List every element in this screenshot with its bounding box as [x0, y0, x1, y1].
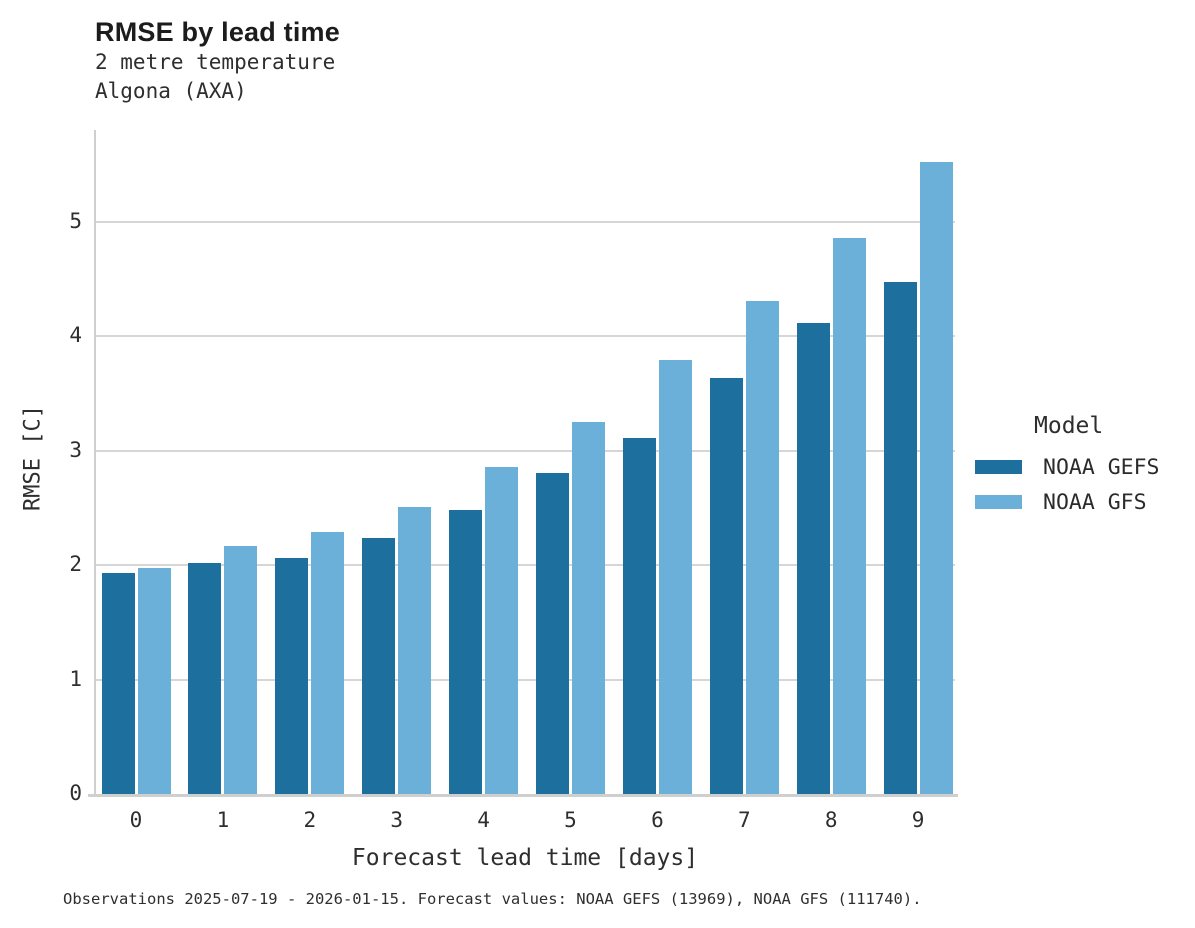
bar-noaa-gfs-6: [658, 360, 692, 794]
bar-noaa-gefs-6: [622, 437, 656, 794]
x-axis-label: Forecast lead time [days]: [351, 845, 699, 871]
x-tick-label-4: 4: [477, 808, 490, 832]
y-tick-label-5: 5: [69, 208, 82, 233]
legend-entry-noaa-gefs: NOAA GEFS: [975, 454, 1160, 480]
bar-noaa-gfs-2: [311, 531, 345, 794]
x-tick-label-0: 0: [129, 808, 143, 832]
bar-noaa-gefs-5: [536, 473, 569, 794]
gridline-y-3: [95, 449, 955, 452]
bar-noaa-gfs-7: [745, 300, 779, 794]
y-axis-spine: [94, 130, 96, 797]
bar-noaa-gefs-1: [188, 562, 222, 794]
x-tick-label-2: 2: [303, 808, 317, 832]
legend-entry-noaa-gfs: NOAA GFS: [975, 489, 1160, 515]
y-tick-label-2: 2: [69, 552, 82, 576]
y-tick-label-1: 1: [69, 666, 82, 691]
x-tick-label-5: 5: [564, 808, 577, 832]
bar-noaa-gfs-8: [832, 237, 866, 794]
y-tick-label-3: 3: [69, 437, 82, 462]
legend: Model NOAA GEFS NOAA GFS: [975, 413, 1160, 526]
bar-noaa-gefs-7: [709, 378, 743, 794]
bar-noaa-gefs-3: [362, 537, 396, 794]
bar-noaa-gfs-3: [398, 506, 432, 794]
gridline-y-1: [95, 678, 955, 681]
bar-noaa-gefs-4: [449, 510, 483, 794]
legend-swatch: [975, 460, 1022, 474]
title-block: RMSE by lead time 2 metre temperature Al…: [95, 16, 340, 105]
bar-noaa-gfs-5: [572, 421, 605, 794]
x-axis-spine: [88, 794, 958, 797]
bar-noaa-gfs-0: [137, 568, 171, 794]
x-tick-label-1: 1: [216, 808, 230, 832]
gridline-y-2: [95, 564, 955, 566]
x-tick-label-7: 7: [737, 808, 751, 832]
gridline-y-4: [95, 335, 955, 337]
bar-noaa-gefs-8: [796, 323, 830, 794]
y-tick-label-0: 0: [69, 781, 82, 805]
chart-subtitle-line-1: 2 metre temperature: [95, 50, 336, 74]
gridline-y-5: [95, 220, 955, 223]
bar-noaa-gfs-4: [485, 466, 519, 794]
chart-title: RMSE by lead time: [95, 17, 340, 47]
x-tick-label-8: 8: [824, 808, 838, 832]
legend-label: NOAA GEFS: [1043, 454, 1160, 480]
chart-subtitle-line-2: Algona (AXA): [95, 78, 247, 103]
bar-noaa-gfs-1: [224, 545, 258, 794]
y-tick-label-4: 4: [69, 323, 82, 347]
bar-noaa-gfs-9: [919, 161, 953, 794]
bar-noaa-gefs-9: [883, 282, 917, 794]
x-tick-label-9: 9: [911, 808, 925, 832]
caption: Observations 2025-07-19 - 2026-01-15. Fo…: [63, 890, 922, 908]
legend-label: NOAA GFS: [1043, 489, 1147, 515]
x-tick-label-3: 3: [390, 808, 404, 832]
legend-title: Model: [1034, 413, 1104, 439]
bar-noaa-gefs-0: [101, 573, 135, 794]
bar-noaa-gefs-2: [275, 558, 309, 794]
legend-entries: NOAA GEFS NOAA GFS: [975, 454, 1160, 515]
legend-swatch: [975, 495, 1022, 509]
x-tick-label-6: 6: [651, 808, 664, 832]
